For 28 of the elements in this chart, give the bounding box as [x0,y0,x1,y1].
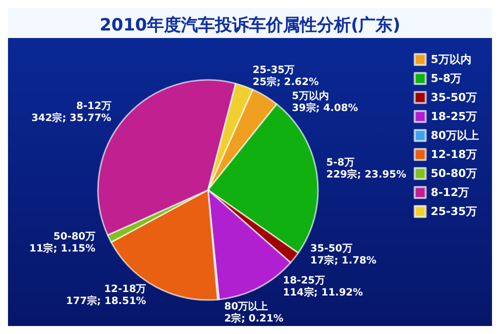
slice-label: 80万以上 [224,300,268,312]
data-label: 229宗; 23.95% [326,168,406,181]
legend-label: 8-12万 [430,186,470,199]
data-label: 114宗; 11.92% [282,286,363,298]
slice-label: 5-8万 [326,158,354,169]
legend-label: 5万以内 [430,53,472,66]
chart-title: 2010年度汽车投诉车价属性分析(广东) [100,16,400,36]
slice-label: 8-12万 [76,101,112,112]
slice-label: 18-25万 [282,276,325,286]
legend-label: 80万以上 [430,129,480,142]
legend-label: 18-25万 [430,110,477,123]
slice-label: 50-80万 [53,232,96,243]
slice-label: 12-18万 [104,284,146,296]
slice-label: 35-50万 [310,243,352,254]
data-label: 39宗; 4.08% [292,102,358,114]
legend-label: 5-8万 [430,72,462,85]
legend-label: 50-80万 [430,167,477,180]
data-label: 17宗; 1.78% [310,254,376,266]
legend-label: 25-35万 [430,205,477,218]
slice-label: 25-35万 [252,65,295,76]
slice-label: 5万以内 [292,90,329,102]
legend-label: 35-50万 [430,91,477,104]
data-label: 2宗; 0.21% [224,312,284,324]
legend-label: 12-18万 [430,148,477,161]
data-label: 177宗; 18.51% [66,295,146,308]
data-label: 25宗; 2.62% [252,76,319,88]
data-label: 342宗; 35.77% [31,112,112,124]
data-label: 11宗; 1.15% [29,242,96,255]
